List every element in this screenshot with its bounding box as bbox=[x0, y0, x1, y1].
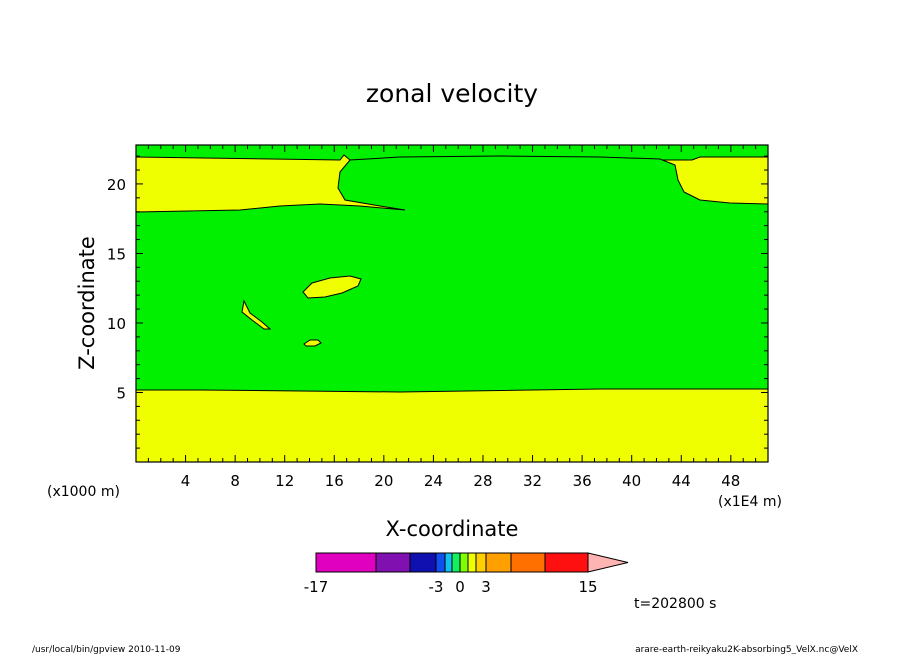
yellow-patch-large bbox=[302, 275, 362, 299]
x-tick-label: 44 bbox=[672, 472, 691, 490]
footer-right: arare-earth-reikyaku2K-absorbing5_VelX.n… bbox=[635, 645, 858, 654]
x-tick-label: 36 bbox=[573, 472, 592, 490]
x-tick-label: 20 bbox=[374, 472, 393, 490]
colorbar-segment bbox=[409, 552, 437, 573]
y-axis-ticks: 5 10 15 20 bbox=[107, 155, 768, 449]
colorbar-segment bbox=[435, 552, 446, 573]
x-tick-label: 32 bbox=[523, 472, 542, 490]
footer-left: /usr/local/bin/gpview 2010-11-09 bbox=[32, 645, 181, 654]
colorbar-segment bbox=[315, 552, 377, 573]
colorbar-tick-label: 15 bbox=[578, 578, 597, 596]
x-tick-label: 24 bbox=[424, 472, 443, 490]
colorbar-tick-label: 3 bbox=[481, 578, 491, 596]
x-unit-note: (x1E4 m) bbox=[718, 494, 782, 510]
y-unit-note: (x1000 m) bbox=[47, 484, 120, 500]
time-label: t=202800 s bbox=[634, 596, 716, 612]
colorbar-segment bbox=[375, 552, 411, 573]
y-tick-label: 10 bbox=[107, 315, 126, 333]
colorbar-tick-label: -17 bbox=[304, 578, 329, 596]
y-tick-label: 15 bbox=[107, 245, 126, 263]
colorbar-segment bbox=[510, 552, 546, 573]
colorbar-tick-label: 0 bbox=[455, 578, 465, 596]
colorbar-segment bbox=[444, 552, 453, 573]
chart-title: zonal velocity bbox=[366, 79, 538, 108]
x-tick-label: 16 bbox=[325, 472, 344, 490]
y-axis-label: Z-coordinate bbox=[75, 236, 99, 370]
colorbar-segment bbox=[467, 552, 477, 573]
main-green-region bbox=[135, 155, 769, 393]
y-tick-label: 20 bbox=[107, 176, 126, 194]
x-axis-ticks: 4 8 12 16 20 24 28 32 36 40 44 48 bbox=[147, 145, 769, 490]
x-tick-label: 40 bbox=[622, 472, 641, 490]
x-tick-label: 8 bbox=[230, 472, 240, 490]
colorbar-segment bbox=[475, 552, 487, 573]
colorbar-segment bbox=[485, 552, 512, 573]
x-tick-label: 12 bbox=[275, 472, 294, 490]
x-tick-label: 4 bbox=[181, 472, 191, 490]
x-tick-label: 28 bbox=[473, 472, 492, 490]
colorbar-segment bbox=[544, 552, 589, 573]
plot-frame bbox=[135, 144, 769, 463]
x-axis-label: X-coordinate bbox=[386, 517, 519, 541]
colorbar-segment bbox=[459, 552, 469, 573]
colorbar: -17 -3 0 3 15 bbox=[304, 552, 629, 596]
colorbar-tick-label: -3 bbox=[429, 578, 444, 596]
yellow-patch-small bbox=[303, 339, 322, 347]
colorbar-extension-arrow bbox=[587, 552, 629, 573]
x-tick-label: 48 bbox=[721, 472, 740, 490]
plot-area bbox=[135, 144, 769, 463]
colorbar-segment bbox=[451, 552, 461, 573]
yellow-patch-thin bbox=[241, 299, 272, 330]
y-tick-label: 5 bbox=[116, 384, 126, 402]
